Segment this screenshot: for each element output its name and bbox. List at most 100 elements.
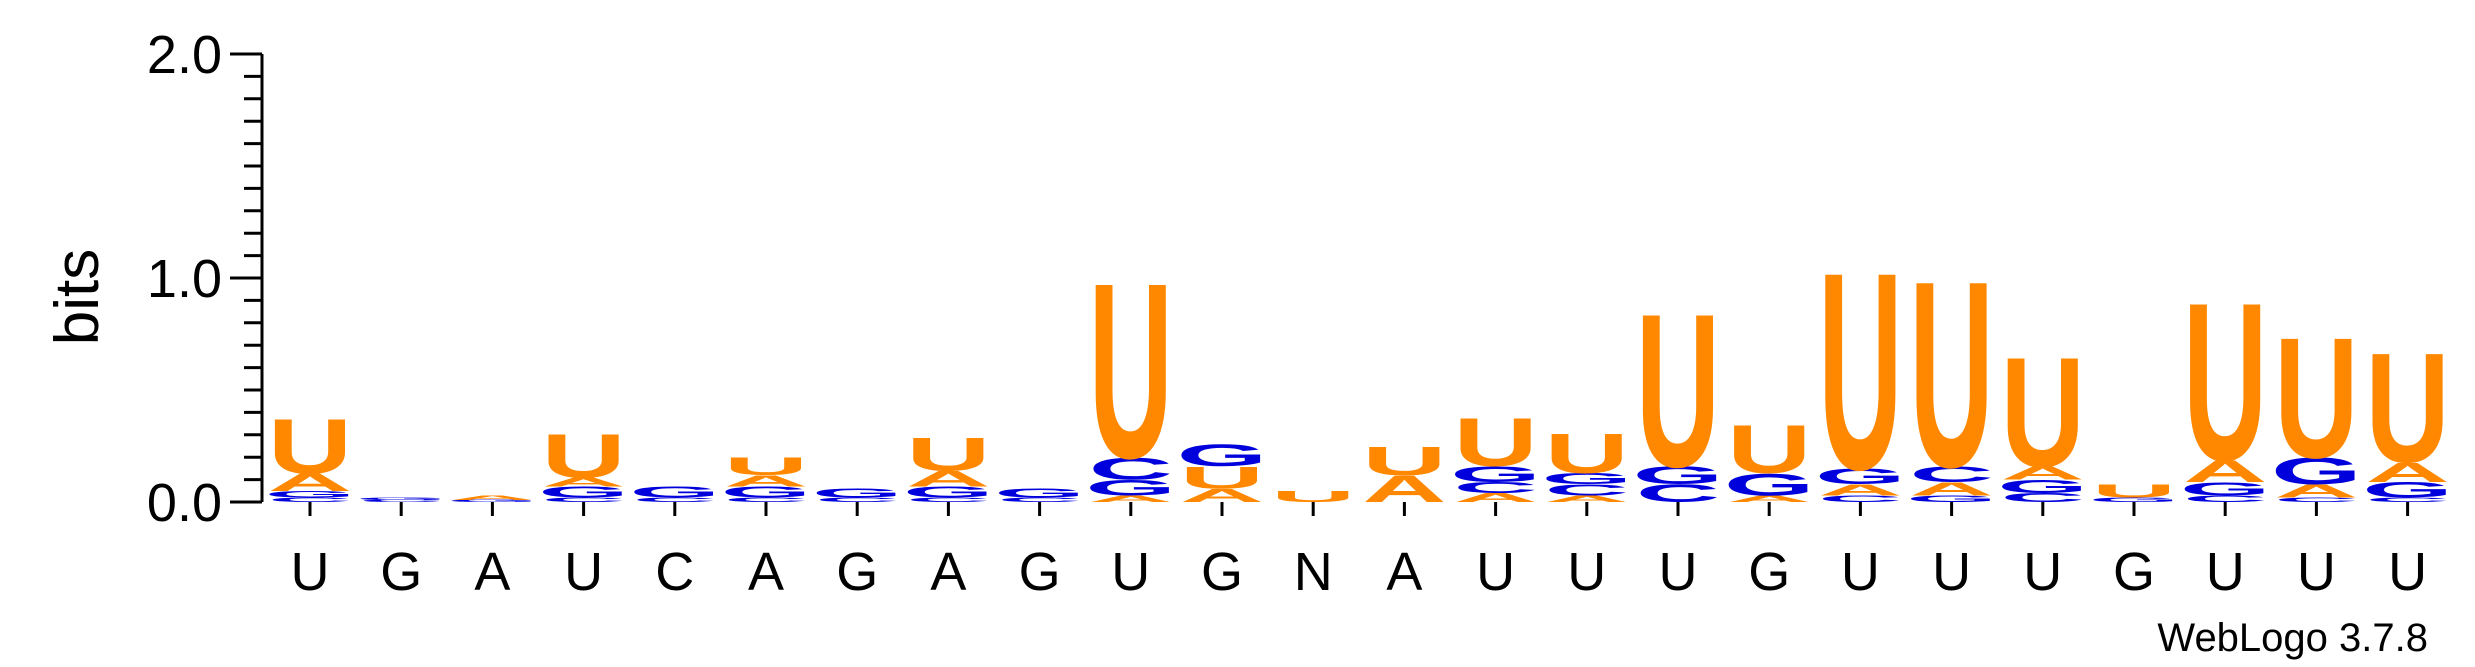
y-tick-label: 0.0 <box>147 473 222 533</box>
position-label: A <box>474 542 510 602</box>
logo-letter-A: A <box>2365 456 2449 488</box>
position-label: U <box>2297 542 2336 602</box>
position-label: G <box>1748 542 1790 602</box>
position-label: G <box>1019 542 1061 602</box>
position-label: U <box>1659 542 1698 602</box>
position-label: U <box>1476 542 1515 602</box>
logo-letter-C: C <box>724 496 808 503</box>
letter-stack: GU <box>2089 480 2180 503</box>
letter-stack: U <box>1271 488 1355 505</box>
logo-letter-C: C <box>1089 452 1173 487</box>
logo-letter-U: U <box>268 403 352 490</box>
position-label: A <box>1386 542 1422 602</box>
logo-letter-C: C <box>1545 481 1629 498</box>
letter-stack: AUG <box>1177 438 1268 506</box>
logo-letter-G: G <box>1724 467 1815 502</box>
position-label: A <box>930 542 966 602</box>
logo-letter-A: A <box>1818 481 1902 498</box>
logo-letter-G: G <box>1633 462 1724 490</box>
logo-letter-A: A <box>268 468 352 496</box>
logo-letter-U: U <box>1909 225 1993 523</box>
logo-letter-A: A <box>1909 478 1993 499</box>
position-label: G <box>1201 542 1243 602</box>
logo-letter-G: G <box>538 483 629 500</box>
position-label: U <box>2023 542 2062 602</box>
y-axis: 0.0 1.0 2.0 <box>147 25 264 533</box>
position-label: U <box>1111 542 1150 602</box>
logo-letter-U: U <box>724 453 808 481</box>
logo-letter-G: G <box>903 483 994 500</box>
position-label: G <box>380 542 422 602</box>
logo-letter-G: G <box>447 499 538 502</box>
letter-stack: CG <box>629 483 720 503</box>
logo-letter-A: A <box>2183 454 2267 489</box>
logo-letter-A: A <box>724 472 808 489</box>
position-label: N <box>1294 542 1333 602</box>
logo-letter-A: A <box>1545 493 1629 504</box>
logo-letter-A: A <box>1453 491 1537 505</box>
y-axis-title: bits <box>43 249 112 345</box>
logo-letter-G: G <box>356 497 447 500</box>
letter-stack: CGU <box>1633 269 1724 514</box>
logo-letter-C: C <box>2001 491 2085 505</box>
logo-letter-U: U <box>1271 488 1355 505</box>
logo-letter-G: G <box>1177 438 1268 473</box>
letter-stack: CG <box>356 497 447 503</box>
position-label: U <box>2388 542 2427 602</box>
logo-letter-C: C <box>1453 479 1537 496</box>
logo-letter-C: C <box>268 496 352 503</box>
logo-letter-U: U <box>1545 422 1629 485</box>
logo-letter-U: U <box>2001 326 2085 501</box>
logo-letter-C: C <box>906 496 990 503</box>
logo-letter-C: C <box>2365 496 2449 503</box>
logo-letter-U: U <box>1818 214 1902 529</box>
logo-letter-G: G <box>2089 496 2180 503</box>
logo-letter-U: U <box>2365 321 2449 496</box>
y-tick-label: 2.0 <box>147 25 222 85</box>
position-label: U <box>1932 542 1971 602</box>
logo-letter-C: C <box>2183 493 2267 504</box>
logo-letter-G: G <box>812 486 903 500</box>
logo-letter-U: U <box>2183 257 2267 508</box>
logo-letter-G: G <box>721 483 812 500</box>
logo-letter-C: C <box>541 496 625 503</box>
letter-stack: CG <box>812 486 903 503</box>
position-label: U <box>2206 542 2245 602</box>
logo-letter-U: U <box>1089 232 1173 511</box>
logo-letter-A: A <box>1727 493 1811 504</box>
weblogo-version-label: WebLogo 3.7.8 <box>2157 616 2428 660</box>
logo-letter-G: G <box>1815 464 1906 489</box>
logo-letter-C: C <box>2274 496 2358 503</box>
position-label: U <box>291 542 330 602</box>
logo-letter-G: G <box>994 486 1085 500</box>
logo-letter-G: G <box>2180 478 2271 499</box>
logo-letter-U: U <box>2092 480 2176 501</box>
logo-letter-A: A <box>1089 493 1173 504</box>
logo-letter-G: G <box>2271 451 2362 493</box>
logo-letter-A: A <box>906 466 990 491</box>
position-label: U <box>564 542 603 602</box>
logo-letter-G: G <box>1085 475 1176 500</box>
logo-letter-U: U <box>1362 438 1446 484</box>
position-label: U <box>1841 542 1880 602</box>
logo-letter-G: G <box>629 483 720 500</box>
position-label: C <box>655 542 694 602</box>
logo-letter-G: G <box>1906 493 1997 504</box>
logo-letter-U: U <box>1727 411 1811 488</box>
logo-letter-G: G <box>265 489 356 500</box>
logo-letter-C: C <box>359 499 443 502</box>
logo-letter-C: C <box>815 496 899 503</box>
